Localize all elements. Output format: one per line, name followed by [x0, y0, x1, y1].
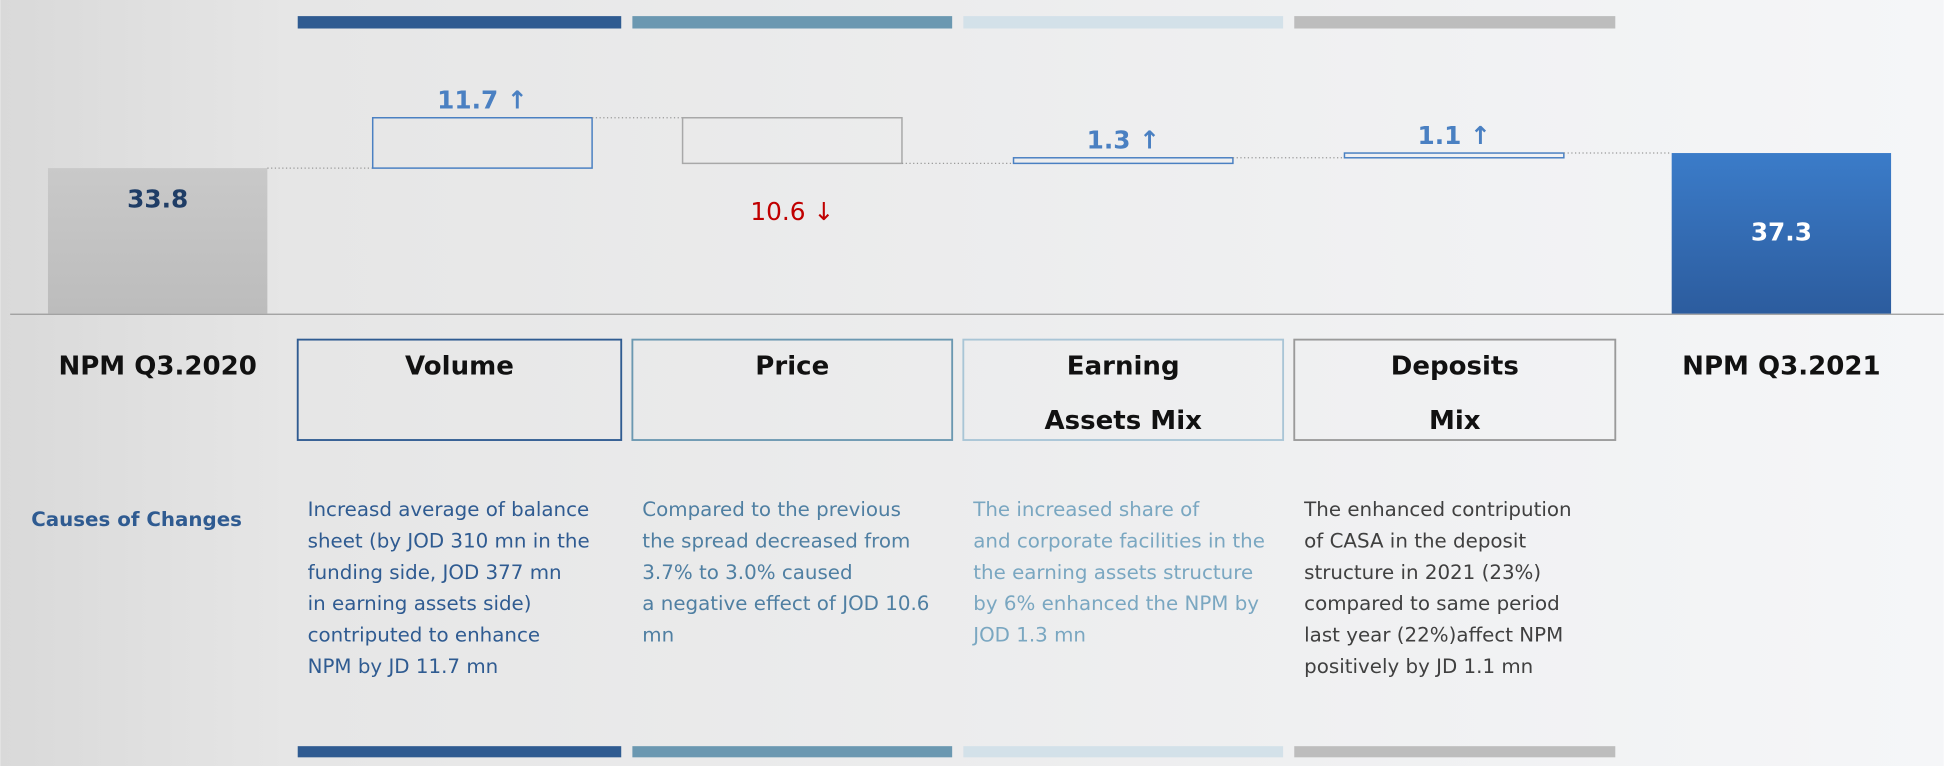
description-line: mn: [642, 624, 674, 647]
description-line: the earning assets structure: [973, 561, 1253, 584]
top-strip: [1294, 16, 1616, 29]
total-bar: [1671, 153, 1892, 314]
bar-label: 11.7 ↑: [437, 86, 527, 115]
description-line: JOD 1.3 mn: [971, 624, 1086, 647]
category-label-box: NPM Q3.2020: [58, 350, 257, 381]
top-strip: [963, 16, 1284, 29]
description-line: compared to same period: [1304, 592, 1560, 615]
description-line: contriputed to enhance: [308, 624, 540, 647]
delta-bar: [1012, 157, 1234, 165]
description-line: Increasd average of balance: [308, 498, 590, 521]
description-line: of CASA in the deposit: [1304, 530, 1526, 553]
bottom-strip: [297, 746, 622, 758]
bottom-strip: [1294, 746, 1616, 758]
description-line: The enhanced contripution: [1303, 498, 1571, 521]
bar-label: 1.3 ↑: [1087, 126, 1160, 155]
category-label-box: Price: [755, 350, 830, 381]
total-bar: [47, 168, 268, 314]
description-line: positively by JD 1.1 mn: [1304, 655, 1533, 678]
delta-bar: [681, 117, 903, 165]
category-label-box: Volume: [405, 350, 514, 381]
category-label-box: NPM Q3.2021: [1682, 350, 1881, 381]
category-label: Price: [755, 350, 830, 381]
category-label: Earning Assets Mix: [1044, 350, 1202, 436]
bar-label: 10.6 ↓: [750, 197, 834, 226]
description-line: Compared to the previous: [642, 498, 901, 521]
category-label: NPM Q3.2020: [58, 350, 257, 381]
description-line: structure in 2021 (23%): [1304, 561, 1541, 584]
description-line: by 6% enhanced the NPM by: [973, 592, 1259, 615]
description-line: 3.7% to 3.0% caused: [642, 561, 852, 584]
side-label: Causes of Changes: [31, 508, 242, 531]
description-line: in earning assets side): [308, 592, 532, 615]
category-box: [1293, 338, 1617, 441]
delta-bar: [371, 117, 593, 169]
bar-label: 1.1 ↑: [1418, 121, 1491, 150]
category-label: Deposits Mix: [1390, 350, 1519, 436]
description-line: sheet (by JOD 310 mn in the: [308, 530, 590, 553]
category-box: [631, 338, 954, 441]
description-line: NPM by JD 11.7 mn: [308, 655, 499, 678]
category-label: NPM Q3.2021: [1682, 350, 1881, 381]
description-line: funding side, JOD 377 mn: [308, 561, 562, 584]
category-box: [962, 338, 1285, 441]
category-label: Volume: [405, 350, 514, 381]
bottom-strip: [632, 746, 953, 758]
bar-label: 33.8: [127, 184, 188, 213]
delta-bar: [1343, 152, 1565, 159]
description-line: last year (22%)affect NPM: [1304, 624, 1563, 647]
top-strip: [297, 16, 622, 29]
description-line: the spread decreased from: [642, 530, 910, 553]
bar-label: 37.3: [1751, 217, 1812, 246]
category-label-box: Deposits Mix: [1390, 350, 1519, 436]
description-line: a negative effect of JOD 10.6: [642, 592, 929, 615]
bottom-strip: [963, 746, 1284, 758]
description-line: The increased share of: [972, 498, 1200, 521]
description-line: and corporate facilities in the: [973, 530, 1265, 553]
top-strip: [632, 16, 953, 29]
category-box: [296, 338, 623, 441]
category-label-box: Earning Assets Mix: [1044, 350, 1202, 436]
